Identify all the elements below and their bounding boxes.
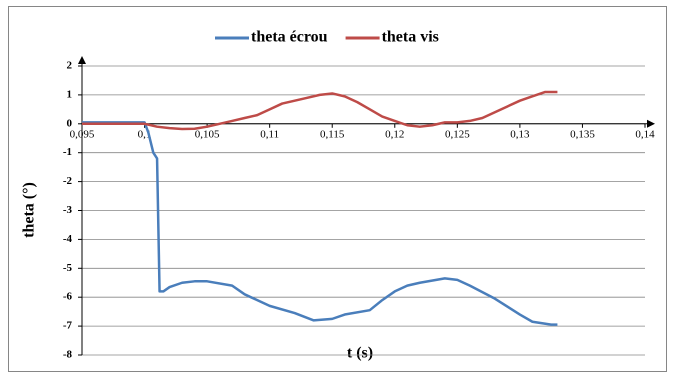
- x-tick-label: 0,115: [320, 128, 345, 140]
- y-tick-label: -7: [63, 320, 73, 332]
- y-tick-label: -6: [63, 291, 73, 303]
- y-tick-label: -3: [63, 204, 73, 216]
- x-tick-label: 0,12: [385, 128, 404, 140]
- y-tick-label: 2: [67, 60, 73, 72]
- x-tick-label: 0,135: [570, 128, 595, 140]
- y-tick-label: -2: [63, 175, 73, 187]
- y-axis-label: theta (°): [21, 182, 38, 238]
- y-tick-label: -8: [63, 349, 73, 361]
- x-tick-label: 0,105: [195, 128, 220, 140]
- x-tick-label: 0,13: [510, 128, 530, 140]
- legend-label: theta vis: [382, 29, 439, 46]
- legend-label: theta écrou: [251, 29, 328, 46]
- series-line: [82, 90, 558, 131]
- x-tick-label: 0,14: [635, 128, 655, 140]
- y-tick-label: 1: [67, 88, 73, 100]
- chart-frame: [8, 6, 667, 372]
- y-tick-label: 0: [67, 117, 73, 129]
- x-tick-label: 0,11: [260, 128, 279, 140]
- y-tick-label: -5: [63, 262, 73, 274]
- x-axis-label: t (s): [347, 345, 373, 362]
- x-axis-arrow: [647, 119, 655, 128]
- y-axis-arrow: [78, 56, 86, 64]
- x-tick-label: 0,125: [445, 128, 470, 140]
- y-tick-label: -1: [63, 146, 72, 158]
- series-line: [82, 121, 558, 326]
- y-tick-label: -4: [63, 233, 73, 245]
